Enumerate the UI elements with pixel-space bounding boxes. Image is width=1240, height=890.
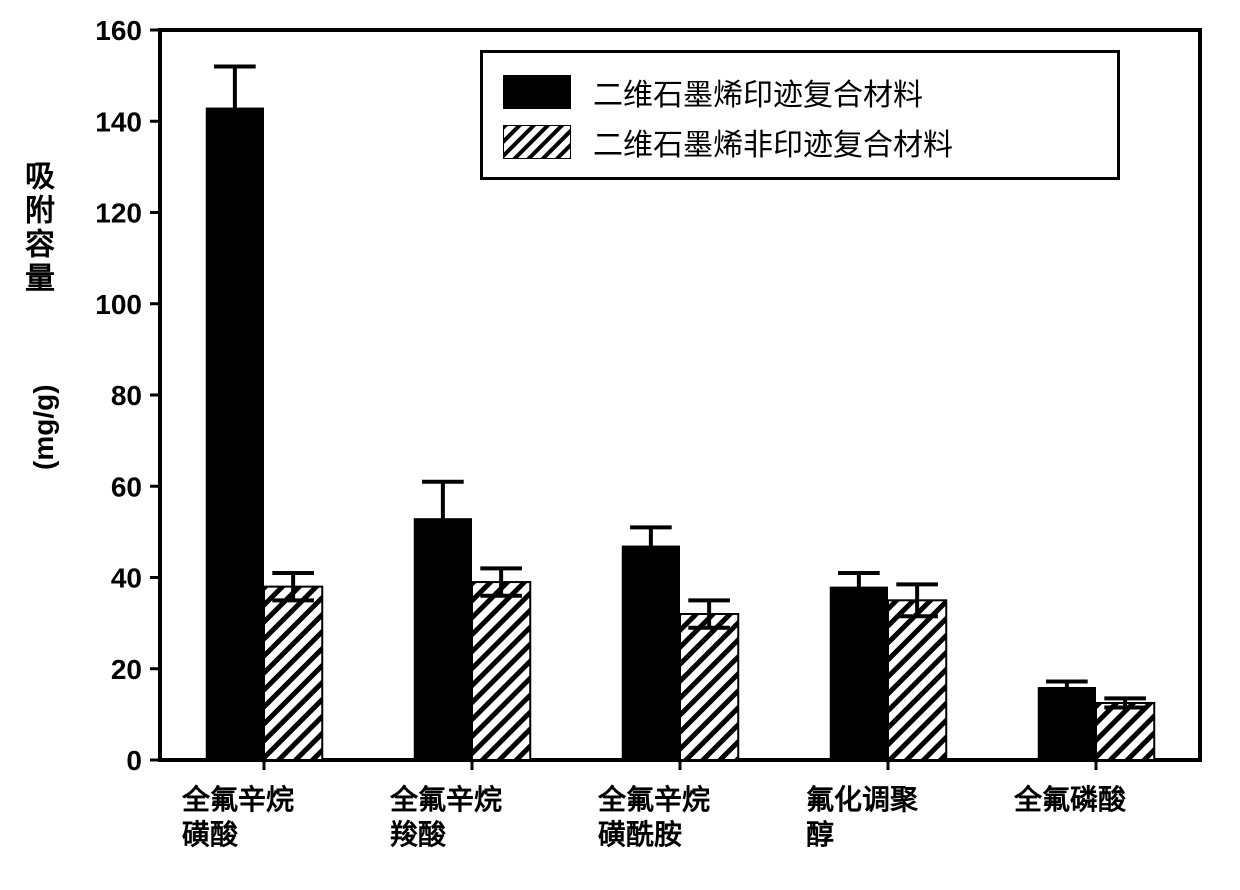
chart-container: 吸附容量 (mg/g) 二维石墨烯印迹复合材料 二维石墨烯非印迹复合材料 (0, 0, 1240, 890)
bar-hatch (264, 587, 322, 760)
bar-solid (622, 546, 680, 760)
legend-swatch-hatch-icon (503, 125, 571, 159)
x-category-label: 全氟辛烷羧酸 (382, 782, 570, 852)
y-tick-label: 20 (111, 654, 142, 685)
y-tick-label: 60 (111, 471, 142, 502)
legend-label: 二维石墨烯非印迹复合材料 (593, 120, 953, 164)
bar-hatch (680, 614, 738, 760)
legend-entry-0: 二维石墨烯印迹复合材料 (503, 67, 1097, 117)
y-tick-label: 160 (95, 15, 142, 46)
x-category-label: 氟化调聚醇 (798, 782, 986, 852)
y-tick-label: 0 (126, 745, 142, 776)
x-category-label: 全氟磷酸 (1006, 782, 1194, 817)
bar-hatch (472, 582, 530, 760)
bar-hatch (888, 600, 946, 760)
y-tick-label: 100 (95, 289, 142, 320)
bar-solid (1038, 687, 1096, 760)
bar-hatch (1096, 703, 1154, 760)
y-axis-label: 吸附容量 (14, 160, 58, 296)
legend-swatch-solid-icon (503, 75, 571, 109)
bar-solid (206, 108, 264, 760)
legend-entry-1: 二维石墨烯非印迹复合材料 (503, 117, 1097, 167)
legend-label: 二维石墨烯印迹复合材料 (593, 70, 923, 114)
y-axis-unit: (mg/g) (28, 384, 60, 470)
y-tick-label: 120 (95, 198, 142, 229)
x-category-label: 全氟辛烷磺酰胺 (590, 782, 778, 852)
bar-solid (830, 587, 888, 760)
y-tick-label: 80 (111, 380, 142, 411)
x-category-label: 全氟辛烷磺酸 (174, 782, 362, 852)
y-tick-label: 140 (95, 106, 142, 137)
y-tick-label: 40 (111, 563, 142, 594)
legend: 二维石墨烯印迹复合材料 二维石墨烯非印迹复合材料 (480, 50, 1120, 180)
